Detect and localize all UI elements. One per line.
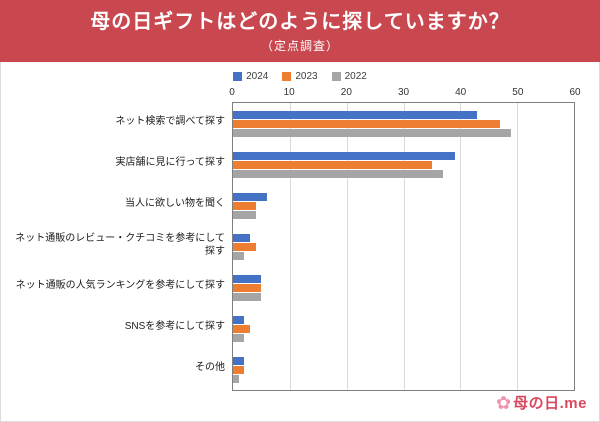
bar-2022: [233, 169, 444, 178]
gridline: [460, 103, 462, 390]
bar-2023: [233, 365, 245, 374]
x-axis-tick: 30: [397, 87, 410, 98]
legend-swatch: [282, 72, 292, 81]
chart-subtitle: （定点調査）: [260, 39, 339, 53]
category-label: その他: [195, 362, 225, 374]
category-labels: ネット検索で調べて探す 実店舗に見に行って探す当人に欲しい物を聞くネット通販のレビ…: [8, 102, 232, 391]
legend-swatch: [233, 72, 243, 81]
header-banner: 母の日ギフトはどのように探していますか？ （定点調査）: [0, 0, 600, 62]
bar-2024: [233, 356, 245, 365]
bar-group: [233, 185, 574, 226]
bar-2023: [233, 201, 256, 210]
logo-text: 母の日.me: [513, 395, 587, 412]
category-label: SNSを参考にして探す: [124, 321, 225, 333]
bar-2022: [233, 292, 262, 301]
x-axis-tick: 0: [229, 87, 235, 98]
bar-group: [233, 226, 574, 267]
plot-area: [232, 102, 575, 391]
bar-2022: [233, 128, 512, 137]
x-axis-tick: 60: [569, 87, 581, 98]
legend-label: 2024: [246, 71, 269, 82]
category-label: 当人に欲しい物を聞く: [125, 198, 225, 210]
legend-label: 2022: [344, 71, 367, 82]
bar-2022: [233, 333, 245, 342]
bar-group: [233, 267, 574, 308]
gridline: [403, 103, 405, 390]
bar-2024: [233, 315, 245, 324]
legend-item-2024: 2024: [233, 71, 268, 82]
x-axis-tick: 20: [340, 87, 352, 98]
bar-2024: [233, 110, 478, 119]
category-label: ネット通販の人気ランキングを参考にして探す: [15, 280, 225, 292]
legend-item-2022: 2022: [331, 71, 367, 82]
bar-group: [233, 349, 574, 390]
legend-label: 2023: [295, 71, 318, 82]
bar-2024: [233, 233, 251, 242]
bar-2022: [233, 374, 239, 383]
legend-swatch: [331, 72, 341, 81]
bar-2022: [233, 210, 256, 219]
gridline: [289, 103, 291, 390]
site-logo: ✿ 母の日.me: [493, 391, 590, 414]
category-label: ネット通販のレビュー・クチコミを参考にして探す: [15, 233, 225, 257]
chart-body: ネット検索で調べて探す 実店舗に見に行って探す当人に欲しい物を聞くネット通販のレビ…: [8, 102, 575, 391]
bar-group: [233, 144, 574, 185]
category-label: 実店舗に見に行って探す: [115, 157, 226, 169]
gridline: [517, 103, 519, 390]
bar-2023: [233, 160, 432, 169]
bar-2024: [233, 274, 262, 283]
x-axis: 0 10 20 30 40 50 60: [229, 87, 580, 100]
bar-group: [233, 103, 574, 144]
bar-group: [233, 308, 574, 349]
x-axis-tick: 10: [283, 87, 295, 98]
x-axis-tick: 40: [455, 87, 467, 98]
bar-2024: [233, 151, 455, 160]
carnation-flower-icon: ✿: [496, 392, 512, 413]
bar-2023: [233, 119, 501, 128]
bar-2024: [233, 192, 268, 201]
bar-2023: [233, 324, 251, 333]
legend-item-2023: 2023: [282, 71, 318, 82]
x-axis-tick: 50: [512, 87, 524, 98]
chart-title: 母の日ギフトはどのように探していますか？: [90, 11, 510, 33]
legend: 2024 2023 2022: [0, 62, 600, 87]
category-label: ネット検索で調べて探す: [115, 116, 225, 128]
bar-2023: [233, 242, 256, 251]
bar-2023: [233, 283, 262, 292]
bar-2022: [233, 251, 245, 260]
gridline: [346, 103, 348, 390]
